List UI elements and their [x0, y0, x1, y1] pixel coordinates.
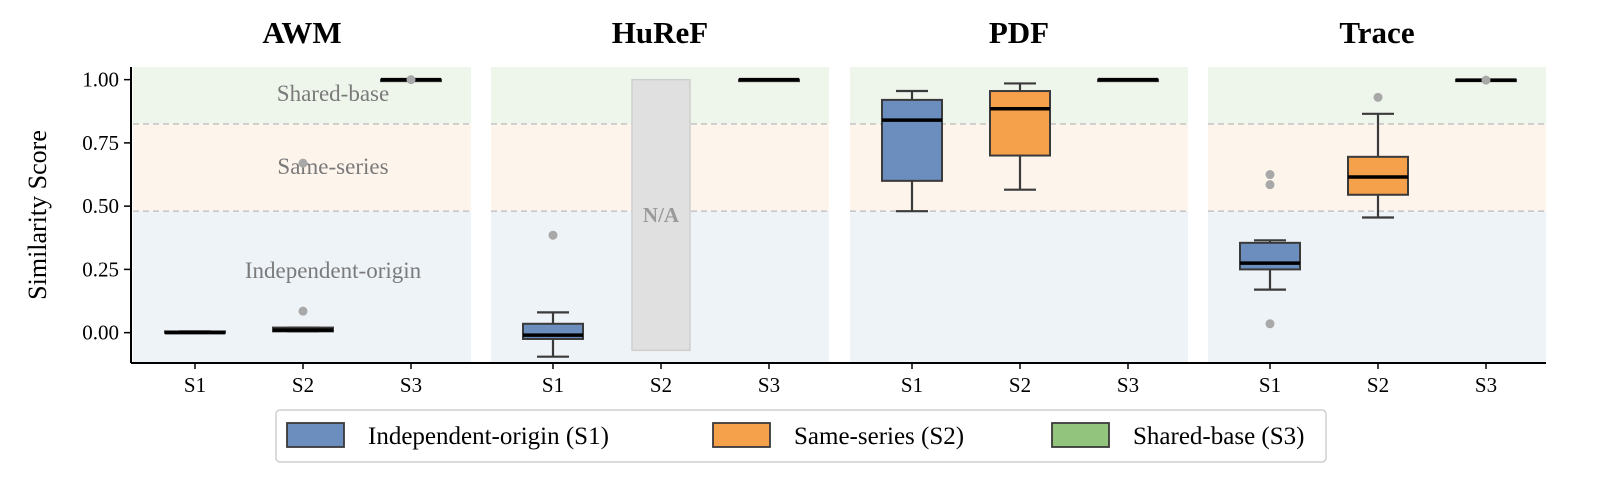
box-body — [1239, 241, 1301, 271]
box-s1 — [164, 330, 226, 335]
legend-label: Same-series (S2) — [794, 423, 964, 450]
region-independent-origin — [1208, 211, 1546, 363]
legend-swatch — [1051, 422, 1110, 448]
box-s3 — [380, 75, 442, 85]
panel-title: PDF — [989, 15, 1049, 50]
region-label: Same-series — [277, 154, 388, 179]
x-tick-label: S3 — [1117, 373, 1139, 397]
x-tick-label: S1 — [901, 373, 923, 397]
legend-label: Independent-origin (S1) — [368, 423, 609, 450]
x-tick-label: S1 — [542, 373, 564, 397]
panels-group: AWM Shared-base Same-series Independent-ori… — [133, 15, 1546, 397]
box-s2 — [1347, 92, 1409, 219]
outlier-point — [1265, 319, 1275, 329]
panel-huref: HuReF N/A S1 S2 S3 — [491, 15, 829, 397]
region-same-series — [133, 123, 471, 212]
y-tick-label: 0.00 — [82, 321, 119, 345]
outlier-point — [1265, 180, 1275, 190]
outlier-point — [1265, 170, 1275, 180]
region-independent-origin — [133, 211, 471, 363]
legend-swatch — [286, 422, 345, 448]
y-tick-label: 0.75 — [82, 131, 119, 155]
legend-item: Shared-base (S3) — [1051, 422, 1304, 450]
x-tick-label: S1 — [184, 373, 206, 397]
legend-swatch — [712, 422, 771, 448]
y-axis: 0.00 0.25 0.50 0.75 1.00 Similarity Score — [23, 67, 1546, 364]
panel-pdf: PDF S1 S2 S3 — [850, 15, 1188, 397]
x-tick-label: S1 — [1259, 373, 1281, 397]
y-tick-label: 0.50 — [82, 194, 119, 218]
y-tick-label: 1.00 — [82, 68, 119, 92]
x-tick-label: S2 — [650, 373, 672, 397]
outlier-point — [406, 75, 416, 85]
outlier-point — [298, 306, 308, 316]
panel-title: Trace — [1339, 15, 1414, 50]
region-shared-base — [133, 67, 471, 124]
panel-title: HuReF — [612, 15, 708, 50]
box-s2 — [272, 306, 334, 333]
box-s1 — [881, 89, 943, 213]
x-tick-label: S3 — [400, 373, 422, 397]
x-tick-label: S2 — [1367, 373, 1389, 397]
legend-item: Same-series (S2) — [712, 422, 964, 450]
region-label: Shared-base — [277, 81, 389, 106]
x-tick-label: S3 — [758, 373, 780, 397]
panel-title: AWM — [262, 15, 341, 50]
legend-item: Independent-origin (S1) — [286, 422, 609, 450]
region-label: Independent-origin — [245, 258, 422, 283]
box-s1 — [1239, 170, 1301, 329]
box-body — [989, 90, 1051, 157]
box-s2 — [989, 82, 1051, 191]
y-axis-label: Similarity Score — [23, 130, 52, 300]
outlier-point — [298, 158, 308, 168]
panel-awm: AWM Shared-base Same-series Independent-ori… — [133, 15, 471, 397]
x-tick-label: S3 — [1475, 373, 1497, 397]
legend: Independent-origin (S1) Same-series (S2) S… — [275, 409, 1327, 463]
na-label: N/A — [643, 203, 680, 227]
na-placeholder — [631, 78, 691, 352]
box-body — [881, 98, 943, 182]
outlier-point — [548, 230, 558, 240]
box-s1 — [522, 230, 584, 358]
legend-label: Shared-base (S3) — [1133, 423, 1304, 450]
x-tick-label: S2 — [292, 373, 314, 397]
box-s3 — [738, 77, 800, 83]
box-s3 — [1097, 77, 1159, 83]
box-s3 — [1455, 75, 1517, 85]
outlier-point — [1373, 92, 1383, 102]
y-tick-label: 0.25 — [82, 257, 119, 281]
x-tick-label: S2 — [1009, 373, 1031, 397]
outlier-point — [1481, 75, 1491, 85]
region-independent-origin — [850, 211, 1188, 363]
panel-trace: Trace S1 S2 S3 — [1208, 15, 1546, 397]
